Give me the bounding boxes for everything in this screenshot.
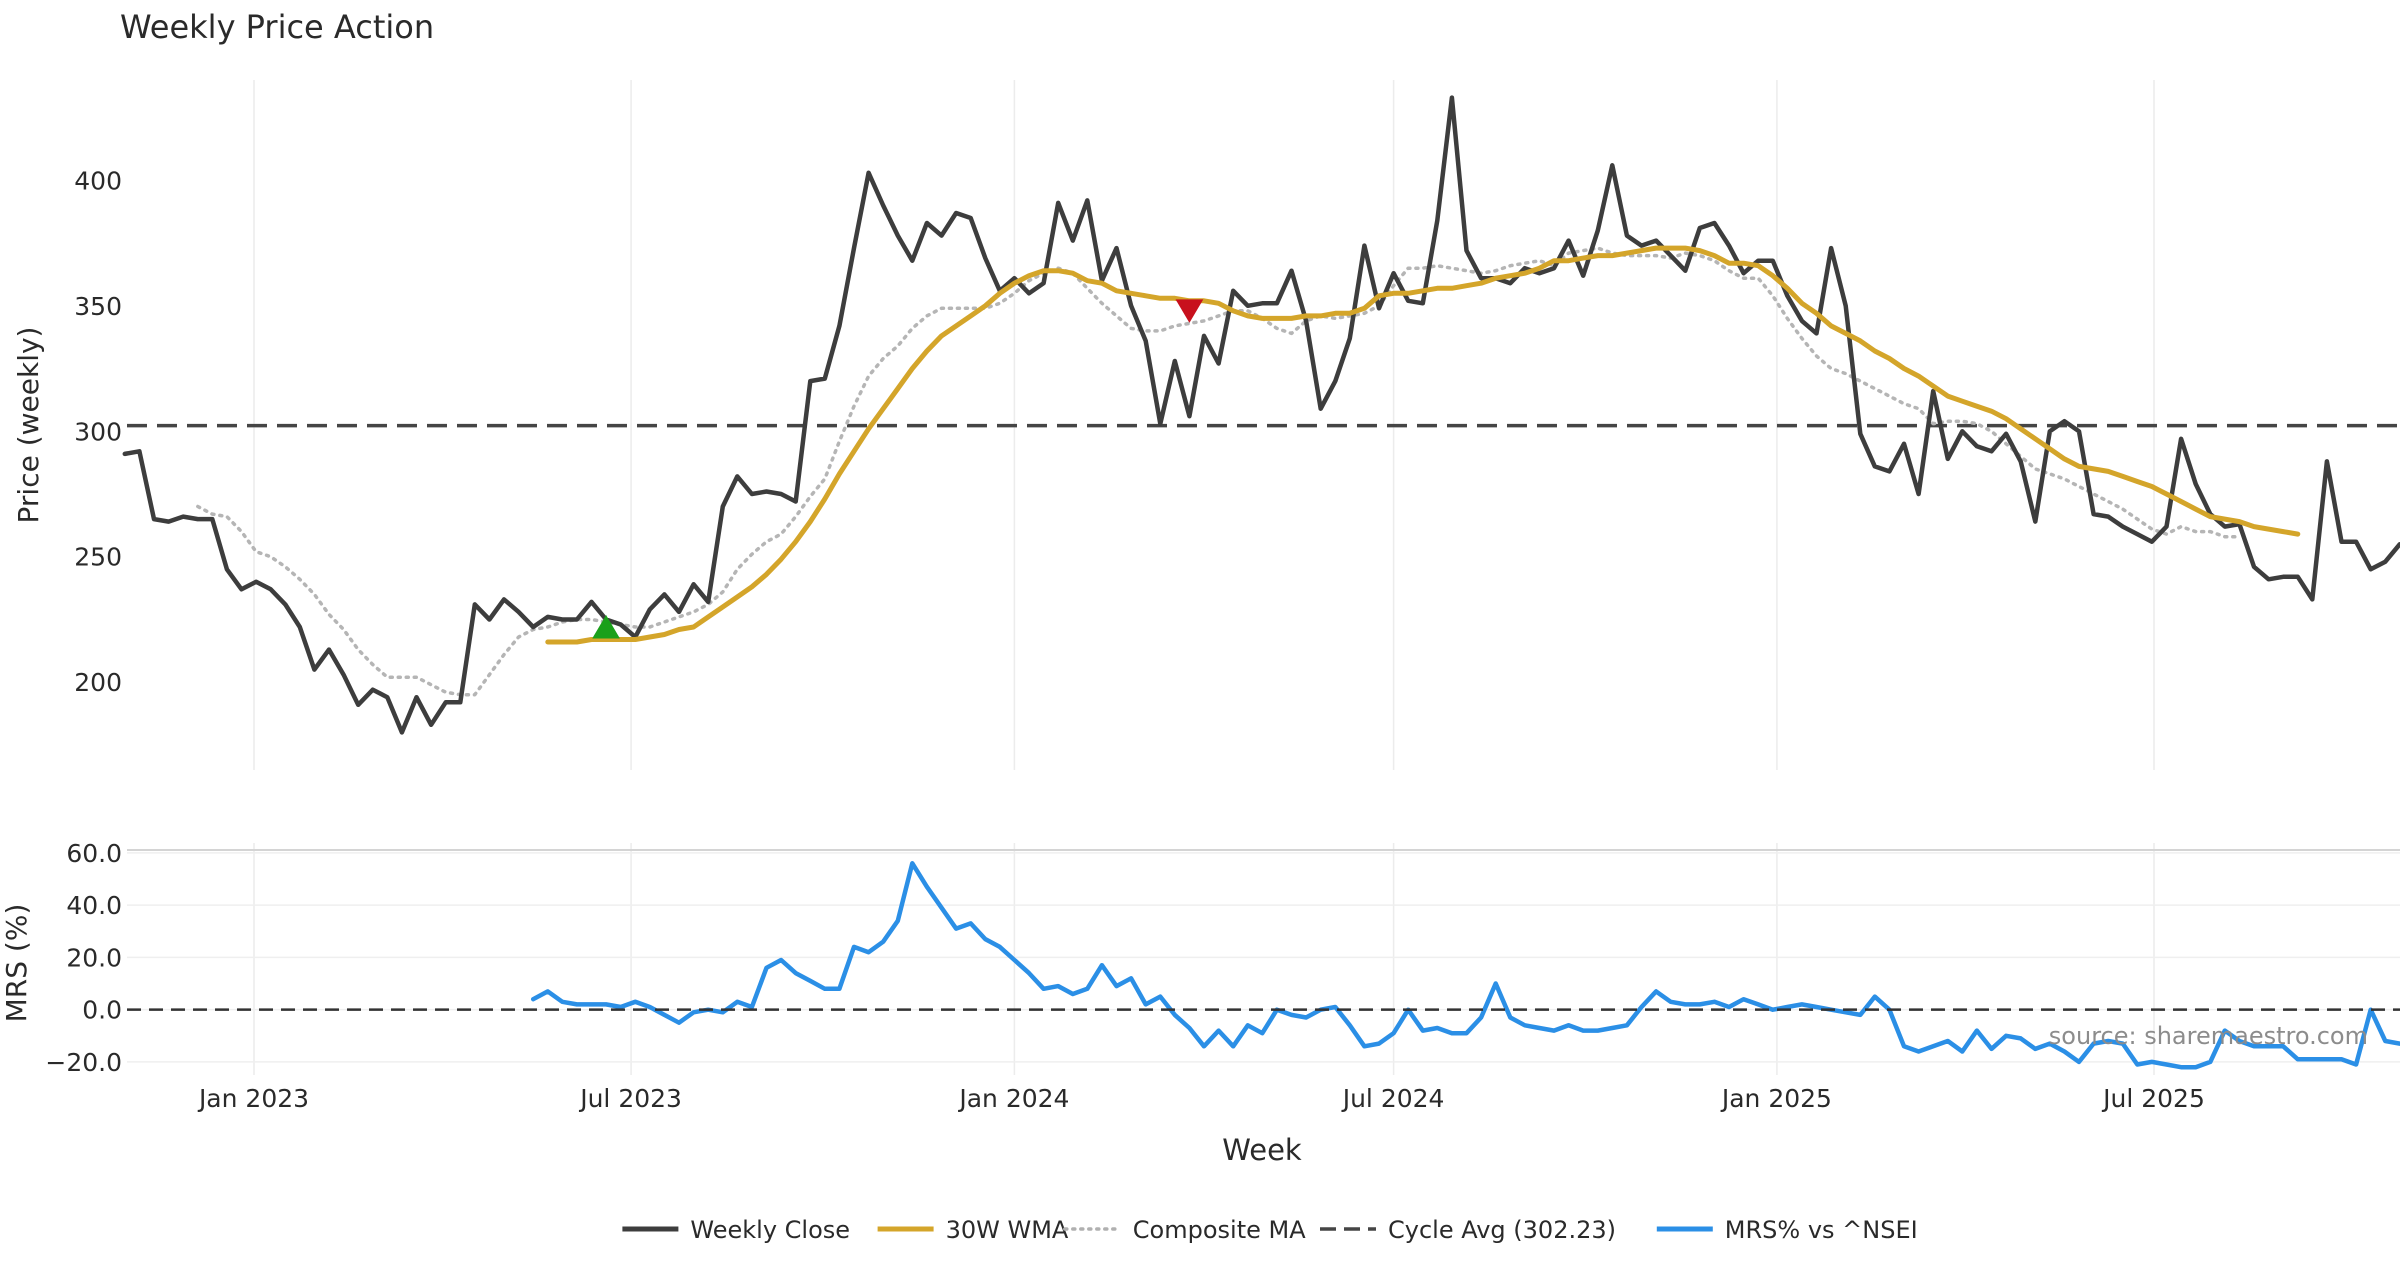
axes-layer: Jan 2023 Jul 2023 Jan 2024 Jul 2024 Jan 2025… [45, 166, 2204, 1113]
legend-label: MRS% vs ^NSEI [1725, 1216, 1918, 1244]
series-30w-wma [545, 245, 2301, 645]
x-tick-label: Jan 2025 [1720, 1084, 1832, 1113]
x-tick-label: Jul 2024 [1341, 1084, 1445, 1113]
legend-item-composite-ma: Composite MA [1063, 1216, 1306, 1244]
price-panel [122, 95, 2400, 735]
legend-item-weekly-close: Weekly Close [622, 1216, 850, 1244]
sell-signal-marker [1175, 299, 1204, 323]
price-y-tick-label: 400 [74, 166, 122, 195]
series-composite-ma [196, 246, 2242, 697]
mrs-y-tick-label: −20.0 [45, 1048, 122, 1077]
watermark-text: source: sharemaestro.com [2049, 1022, 2368, 1050]
chart-title: Weekly Price Action [120, 8, 434, 46]
price-axis-label: Price (weekly) [12, 327, 45, 524]
mrs-y-tick-label: 20.0 [66, 943, 122, 972]
series-mrs-vs-nsei [530, 861, 2400, 1070]
mrs-y-tick-label: 60.0 [66, 839, 122, 868]
series-weekly-close [122, 95, 2400, 735]
mrs-y-tick-label: 0.0 [82, 996, 122, 1025]
x-tick-label: Jan 2023 [197, 1084, 309, 1113]
legend-item-cycle-avg-302-23: Cycle Avg (302.23) [1320, 1216, 1616, 1244]
mrs-panel [127, 861, 2400, 1070]
mrs-y-tick-label: 40.0 [66, 891, 122, 920]
legend-label: Cycle Avg (302.23) [1388, 1216, 1616, 1244]
grid-layer [127, 80, 2400, 1075]
legend-item-mrs-vs-nsei: MRS% vs ^NSEI [1656, 1216, 1918, 1244]
x-axis-label: Week [1222, 1133, 1302, 1167]
mrs-axis-label: MRS (%) [0, 904, 33, 1023]
legend-item-30w-wma: 30W WMA [877, 1216, 1069, 1244]
buy-signal-marker [592, 614, 620, 639]
price-y-tick-label: 350 [74, 292, 122, 321]
x-tick-label: Jul 2023 [578, 1084, 682, 1113]
price-y-tick-label: 250 [74, 543, 122, 572]
price-y-tick-label: 300 [74, 417, 122, 446]
x-tick-label: Jul 2025 [2101, 1084, 2205, 1113]
price-y-tick-label: 200 [74, 668, 122, 697]
legend-label: Composite MA [1133, 1216, 1306, 1244]
legend-label: Weekly Close [690, 1216, 850, 1244]
legend-label: 30W WMA [946, 1216, 1069, 1244]
legend: Weekly Close 30W WMA Composite MA Cycle Avg… [622, 1216, 1918, 1244]
x-tick-label: Jan 2024 [957, 1084, 1069, 1113]
